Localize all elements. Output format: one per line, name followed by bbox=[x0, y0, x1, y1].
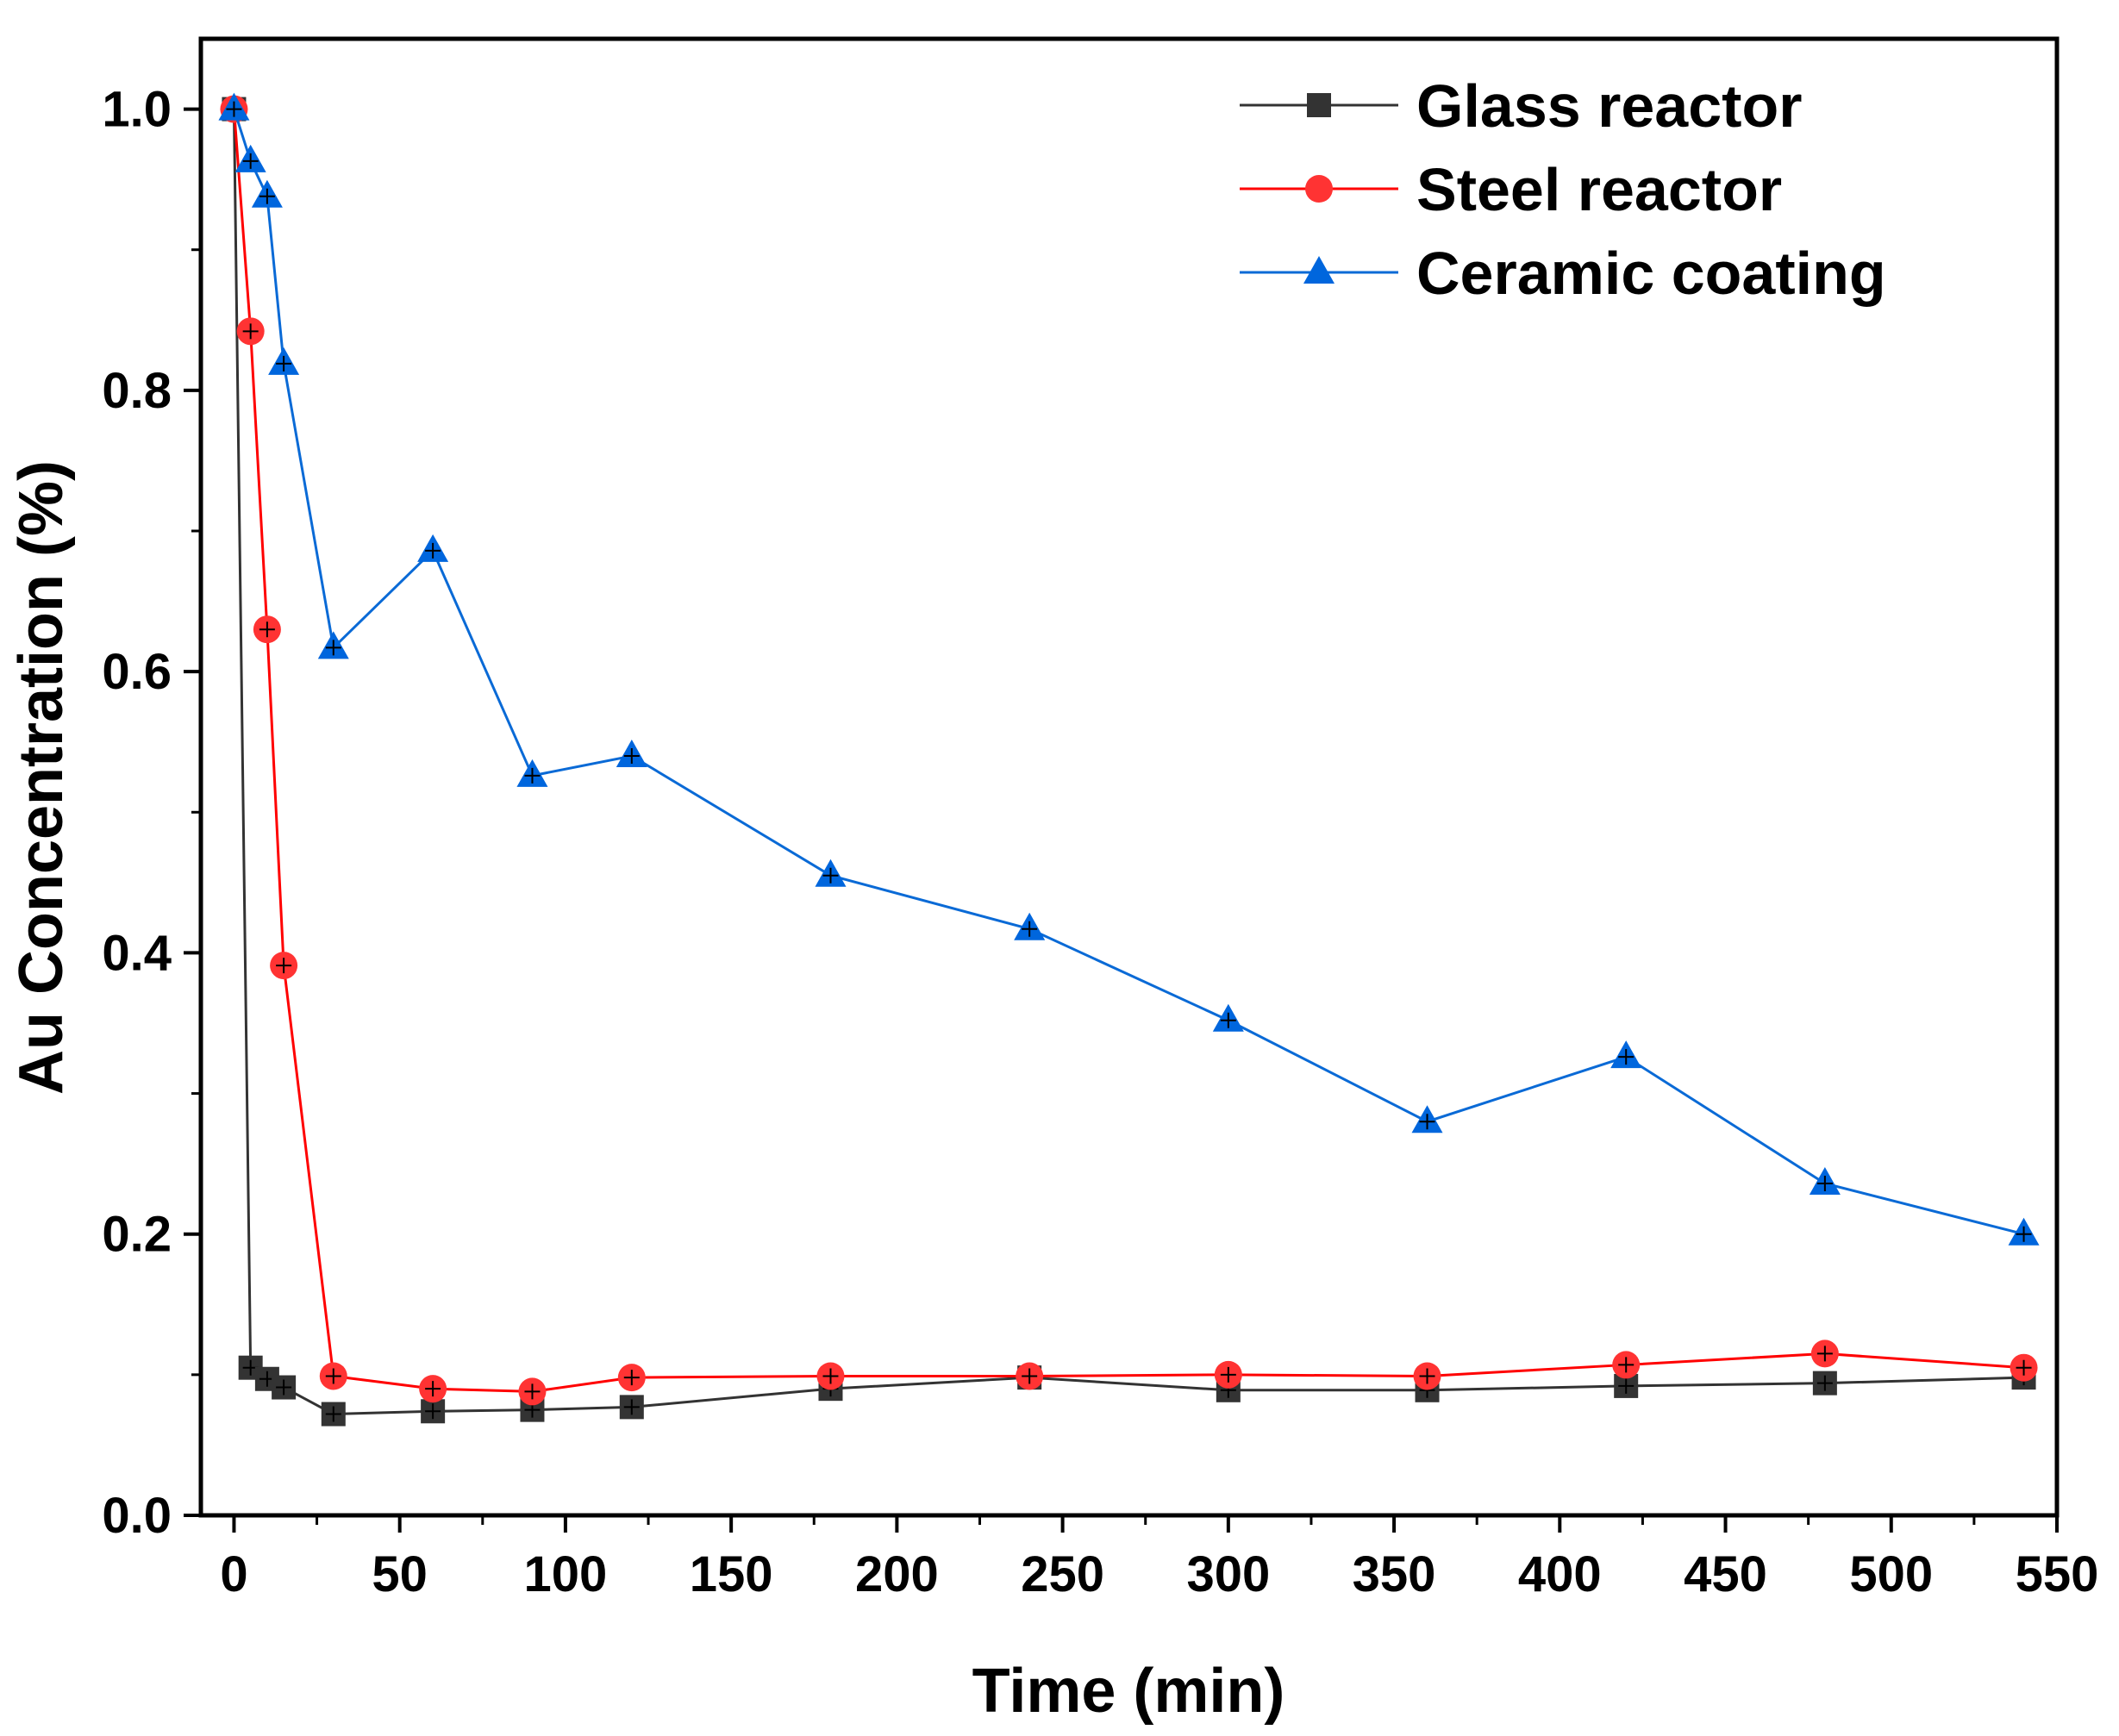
glass-reactor-error-bar-13 bbox=[1816, 1375, 1833, 1391]
x-tick-label-0: 0 bbox=[220, 1546, 247, 1602]
y-tick-label-5: 1.0 bbox=[102, 82, 172, 138]
x-tick-label-1: 50 bbox=[372, 1546, 428, 1602]
steel-reactor-error-bar-8 bbox=[822, 1368, 839, 1384]
ceramic-coating-error-bar-13 bbox=[1816, 1175, 1833, 1191]
legend-item-glass-reactor[interactable]: Glass reactor bbox=[1240, 72, 1802, 140]
ceramic-coating-error-bar-2 bbox=[259, 188, 275, 204]
x-tick-label-6: 300 bbox=[1186, 1546, 1270, 1602]
glass-reactor-error-bar-12 bbox=[1618, 1377, 1635, 1394]
x-tick-label-5: 250 bbox=[1021, 1546, 1104, 1602]
steel-reactor-error-bar-13 bbox=[1816, 1346, 1833, 1362]
x-tick-label-10: 500 bbox=[1849, 1546, 1933, 1602]
steel-reactor-error-bar-14 bbox=[2016, 1359, 2032, 1376]
legend-label-glass-reactor: Glass reactor bbox=[1416, 72, 1802, 140]
x-axis-title: Time (min) bbox=[972, 1657, 1285, 1726]
glass-reactor-error-bar-7 bbox=[623, 1399, 640, 1415]
series-layer bbox=[218, 92, 2040, 1427]
legend-label-steel-reactor: Steel reactor bbox=[1416, 156, 1782, 223]
legend-item-ceramic-coating[interactable]: Ceramic coating bbox=[1240, 240, 1886, 307]
x-tick-label-7: 350 bbox=[1353, 1546, 1436, 1602]
x-tick-label-8: 400 bbox=[1518, 1546, 1602, 1602]
y-tick-label-2: 0.4 bbox=[102, 925, 172, 981]
steel-reactor-error-bar-5 bbox=[425, 1381, 441, 1397]
x-tick-label-4: 200 bbox=[855, 1546, 939, 1602]
steel-reactor-error-bar-12 bbox=[1618, 1357, 1635, 1373]
glass-reactor-error-bar-4 bbox=[325, 1406, 341, 1422]
y-tick-label-4: 0.8 bbox=[102, 363, 172, 419]
ceramic-coating-error-bar-8 bbox=[822, 867, 839, 884]
steel-reactor-error-bar-9 bbox=[1022, 1368, 1038, 1384]
legend-item-steel-reactor[interactable]: Steel reactor bbox=[1240, 156, 1782, 223]
y-tick-label-1: 0.2 bbox=[102, 1207, 172, 1263]
steel-reactor-error-bar-11 bbox=[1419, 1368, 1435, 1384]
steel-reactor-error-bar-10 bbox=[1220, 1366, 1236, 1383]
ceramic-coating-error-bar-1 bbox=[242, 153, 259, 169]
legend-marker-ceramic-coating-point-0 bbox=[1303, 256, 1335, 284]
y-tick-label-3: 0.6 bbox=[102, 644, 172, 700]
x-tick-label-3: 150 bbox=[690, 1546, 773, 1602]
ceramic-coating-error-bar-10 bbox=[1220, 1012, 1236, 1028]
x-tick-label-2: 100 bbox=[524, 1546, 608, 1602]
ceramic-coating-error-bar-9 bbox=[1022, 921, 1038, 937]
ceramic-coating-error-bar-6 bbox=[524, 767, 541, 784]
y-tick-label-0: 0.0 bbox=[102, 1488, 172, 1544]
ceramic-coating-error-bar-12 bbox=[1618, 1049, 1635, 1065]
steel-reactor-series bbox=[220, 95, 2038, 1406]
ceramic-coating-error-bar-4 bbox=[325, 640, 341, 656]
legend-marker-glass-reactor-point-0 bbox=[1307, 93, 1331, 117]
steel-reactor-error-bar-7 bbox=[623, 1370, 640, 1386]
x-tick-label-11: 550 bbox=[2016, 1546, 2099, 1602]
y-axis-title: Au Concentration (%) bbox=[7, 460, 76, 1095]
x-tick-label-9: 450 bbox=[1684, 1546, 1767, 1602]
ceramic-coating-error-bar-0 bbox=[226, 101, 242, 117]
legend-marker-steel-reactor-point-0 bbox=[1305, 175, 1333, 203]
ceramic-coating-error-bar-3 bbox=[276, 355, 292, 372]
steel-reactor-error-bar-2 bbox=[259, 621, 275, 638]
ceramic-coating-error-bar-5 bbox=[425, 542, 441, 559]
steel-reactor-error-bar-3 bbox=[276, 958, 292, 974]
glass-reactor-error-bar-5 bbox=[425, 1403, 441, 1420]
ceramic-coating-error-bar-14 bbox=[2016, 1226, 2032, 1242]
steel-reactor-error-bar-4 bbox=[325, 1368, 341, 1384]
legend-label-ceramic-coating: Ceramic coating bbox=[1416, 240, 1886, 307]
plot-frame bbox=[198, 36, 2060, 1518]
steel-reactor-error-bar-1 bbox=[242, 323, 259, 340]
ceramic-coating-error-bar-7 bbox=[623, 748, 640, 765]
steel-reactor-error-bar-6 bbox=[524, 1383, 541, 1400]
ceramic-coating-series bbox=[218, 92, 2040, 1246]
ceramic-coating-error-bar-11 bbox=[1419, 1114, 1435, 1130]
legend[interactable]: Glass reactor Steel reactor Ceramic coatin… bbox=[1240, 72, 1886, 307]
glass-reactor-error-bar-3 bbox=[276, 1379, 292, 1396]
axis-ticks: 0 50 100 150 200 250 300 350 400 450 500 550 0.0 0.2 0… bbox=[102, 82, 2098, 1602]
